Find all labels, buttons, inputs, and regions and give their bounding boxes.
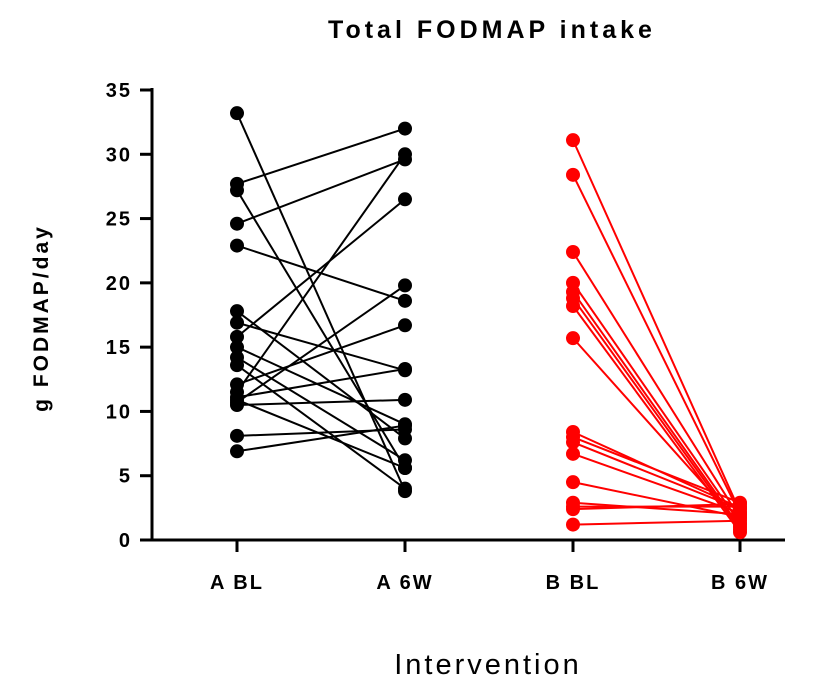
x-tick-label: B BL — [546, 572, 601, 594]
subject-line — [572, 436, 741, 504]
data-point — [566, 517, 580, 532]
subject-line — [236, 127, 406, 185]
data-point — [566, 133, 580, 148]
y-tick-label: 25 — [106, 209, 132, 231]
data-point — [566, 167, 580, 182]
subject-line — [236, 324, 406, 386]
data-point — [398, 481, 412, 496]
x-tick-label: A 6W — [376, 572, 433, 594]
subject-line — [572, 452, 741, 514]
x-tick-label: A BL — [210, 572, 264, 594]
data-point — [566, 331, 580, 346]
data-point — [230, 216, 244, 231]
subject-line — [572, 519, 741, 526]
subject-line — [236, 310, 406, 440]
subject-line — [236, 284, 406, 404]
subject-line — [236, 424, 406, 453]
y-tick-label: 35 — [106, 80, 132, 102]
data-point — [230, 329, 244, 344]
data-point — [230, 315, 244, 330]
subject-line — [236, 368, 406, 399]
subject-line — [236, 321, 406, 372]
chart-title: Total FODMAP intake — [328, 16, 656, 44]
connecting-lines — [236, 112, 741, 533]
data-point — [398, 362, 412, 376]
subject-line — [572, 501, 741, 516]
data-point — [230, 183, 244, 198]
subject-line — [236, 398, 406, 406]
data-point — [230, 340, 244, 355]
data-point — [733, 497, 747, 511]
subject-line — [572, 139, 741, 513]
data-point — [230, 398, 244, 412]
data-point — [398, 418, 412, 433]
axes: 0 5 10 15 20 25 30 35 A BL A 6W B BL B 6W — [106, 80, 785, 594]
subject-line — [236, 112, 406, 492]
data-point — [398, 121, 412, 136]
data-point — [398, 461, 412, 475]
subject-line — [236, 153, 406, 393]
data-points — [230, 106, 747, 540]
data-point — [398, 293, 412, 308]
subject-line — [236, 364, 406, 490]
y-tick-label: 30 — [106, 144, 132, 166]
data-point — [398, 318, 412, 333]
y-axis-label: g FODMAP/day — [30, 224, 53, 412]
subject-line — [572, 251, 741, 519]
subject-line — [236, 198, 406, 338]
y-tick-label: 5 — [119, 466, 132, 488]
data-point — [230, 428, 244, 443]
data-point — [230, 358, 244, 373]
data-point — [398, 147, 412, 162]
x-axis-label: Intervention — [394, 649, 582, 681]
subject-line — [236, 189, 406, 469]
data-point — [230, 106, 244, 121]
data-point — [566, 299, 580, 313]
data-point — [230, 238, 244, 253]
y-tick-label: 20 — [106, 273, 132, 295]
y-tick-label: 10 — [106, 401, 132, 423]
data-point — [733, 513, 747, 528]
data-point — [230, 304, 244, 319]
data-point — [230, 444, 244, 459]
subject-line — [572, 441, 741, 511]
data-point — [398, 392, 412, 407]
subject-line — [236, 158, 406, 225]
subject-line — [572, 337, 741, 526]
x-tick-label: B 6W — [711, 572, 769, 594]
data-point — [566, 475, 580, 490]
subject-line — [572, 291, 741, 528]
y-tick-label: 0 — [119, 530, 132, 552]
subject-line — [572, 282, 741, 524]
data-point — [398, 192, 412, 207]
data-point — [566, 435, 580, 450]
subject-line — [572, 481, 741, 518]
subject-line — [572, 174, 741, 515]
data-point — [566, 245, 580, 259]
subject-line — [236, 398, 406, 469]
y-tick-label: 15 — [106, 337, 132, 359]
data-point — [398, 278, 412, 293]
data-point — [566, 446, 580, 461]
subject-line — [572, 503, 741, 511]
subject-line — [236, 346, 406, 426]
data-point — [566, 502, 580, 517]
subject-line — [572, 297, 741, 531]
